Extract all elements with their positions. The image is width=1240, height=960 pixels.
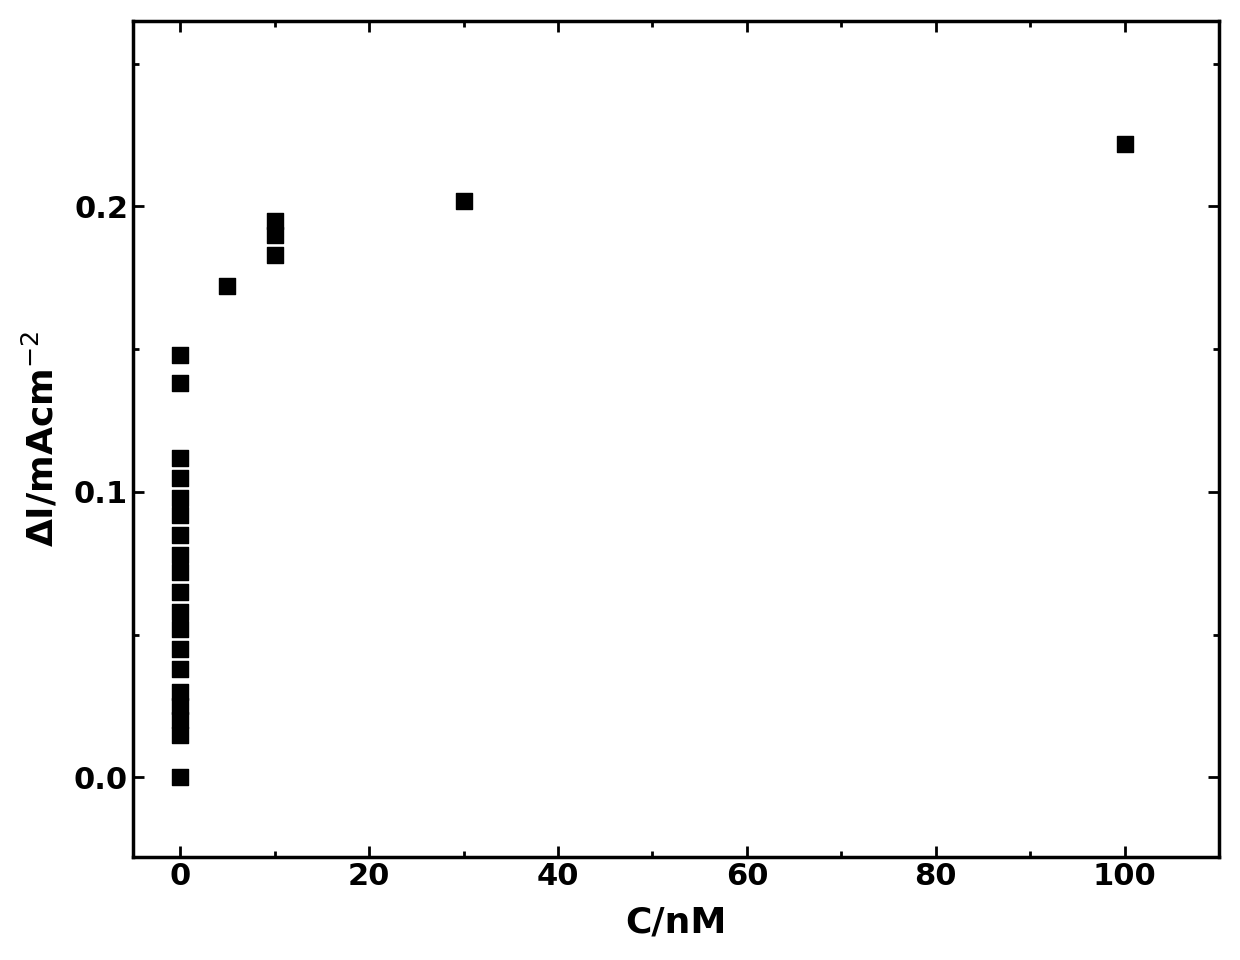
Point bbox=[170, 375, 190, 391]
Point bbox=[170, 641, 190, 657]
Point bbox=[170, 684, 190, 700]
Point bbox=[170, 661, 190, 677]
Point bbox=[217, 278, 237, 294]
Point bbox=[264, 228, 284, 243]
X-axis label: C/nM: C/nM bbox=[625, 905, 727, 939]
Point bbox=[170, 621, 190, 636]
Point bbox=[170, 507, 190, 522]
Point bbox=[170, 490, 190, 505]
Point bbox=[170, 604, 190, 619]
Point bbox=[170, 585, 190, 600]
Point bbox=[170, 450, 190, 466]
Point bbox=[170, 712, 190, 728]
Point bbox=[170, 564, 190, 580]
Point bbox=[170, 770, 190, 785]
Point bbox=[170, 348, 190, 363]
Point bbox=[264, 248, 284, 263]
Point bbox=[170, 547, 190, 563]
Point bbox=[170, 727, 190, 742]
Point bbox=[454, 193, 474, 208]
Point bbox=[264, 213, 284, 228]
Point bbox=[170, 699, 190, 714]
Point bbox=[170, 527, 190, 542]
Y-axis label: ΔI/mAcm$^{-2}$: ΔI/mAcm$^{-2}$ bbox=[21, 331, 60, 547]
Point bbox=[1115, 136, 1135, 152]
Point bbox=[170, 470, 190, 486]
